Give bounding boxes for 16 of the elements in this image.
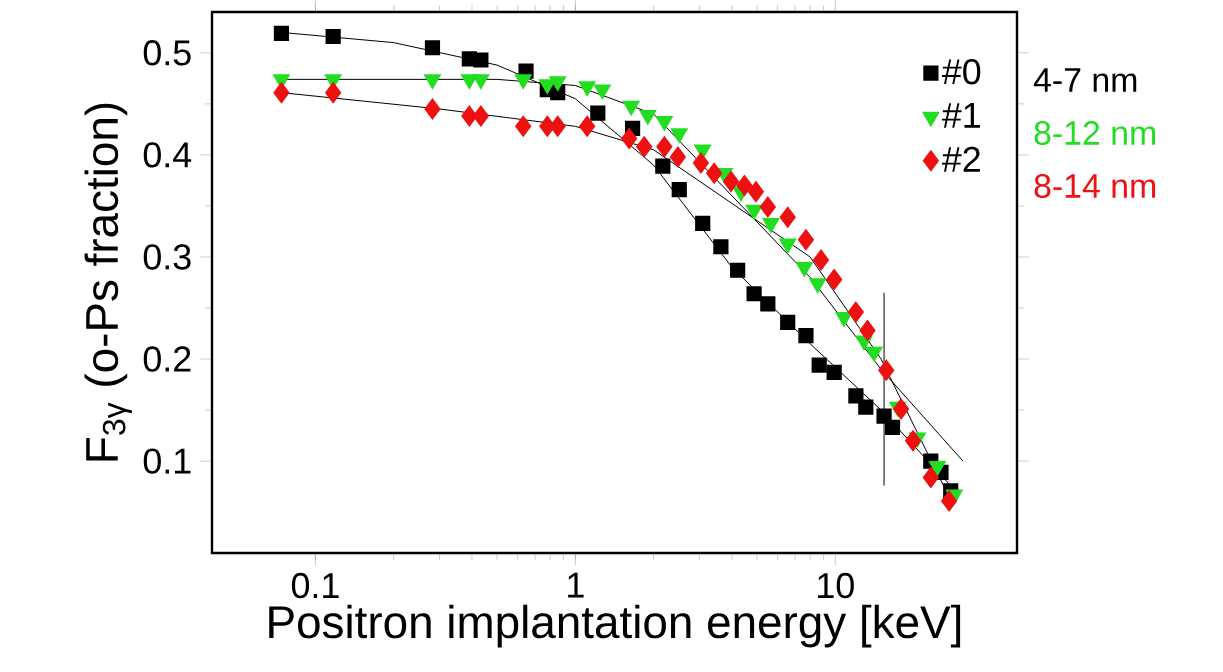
x-tick-label: 10 <box>818 572 854 599</box>
legend-label: #2 <box>941 146 980 172</box>
x-tick-label: 0.1 <box>291 572 339 599</box>
legend-label: #0 <box>941 59 981 85</box>
x-axis-title: Positron implantation energy [keV] <box>269 604 961 648</box>
y-tick-label: 0.2 <box>143 346 191 372</box>
y-tick-label: 0.5 <box>143 40 191 66</box>
legend-label: #1 <box>941 103 980 128</box>
y-tick-label: 0.4 <box>143 142 192 168</box>
x-tick-label: 1 <box>568 572 584 598</box>
text: 8-14 nm <box>1034 174 1156 198</box>
y-tick-label: 0.1 <box>143 448 191 474</box>
text: 4-7 nm <box>1033 68 1137 92</box>
text: 8-12 nm <box>1034 121 1156 145</box>
y-tick-label: 0.3 <box>143 244 191 270</box>
y-axis-title: F$_{3γ}$ (o-Ps fraction) <box>84 103 132 461</box>
